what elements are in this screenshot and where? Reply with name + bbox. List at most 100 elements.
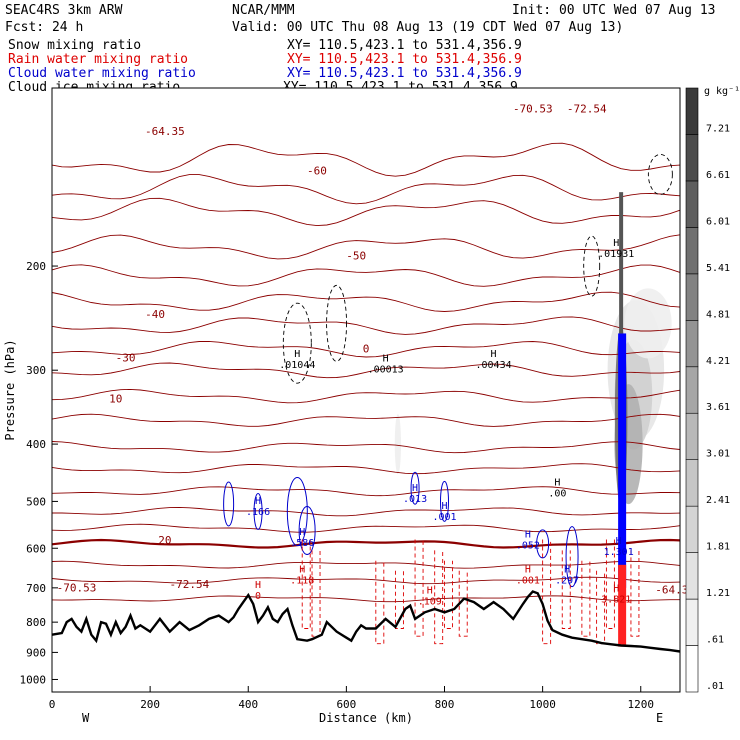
maxima-marker: H (255, 580, 261, 591)
colorbar-level-label: 1.81 (706, 542, 730, 553)
maxima-marker: H (491, 349, 497, 360)
x-tick-label: 400 (238, 698, 258, 711)
isotherm-label: -50 (346, 250, 366, 263)
snow-contour (647, 153, 673, 195)
y-tick-label: 500 (26, 495, 46, 508)
colorbar-level-label: 1.21 (706, 588, 730, 599)
maxima-value: .00013 (368, 364, 404, 375)
maxima-value: 3.821 (601, 594, 631, 605)
cloud-water-contour (298, 506, 316, 556)
isotherm-line (51, 174, 681, 205)
colorbar-level-label: 6.61 (706, 170, 730, 181)
plot-area: -70.53 -72.54 -64.35 -60 -50 -40 -30 0 10 20 -70.5… (20, 87, 695, 711)
maxima-value: .586 (290, 538, 314, 549)
field-cloud-label: Cloud water mixing ratio (8, 66, 196, 81)
init-time: Init: 00 UTC Wed 07 Aug 13 (512, 3, 716, 18)
maxima-value: .297 (555, 576, 579, 587)
colorbar-segment (685, 552, 699, 600)
cloud-water-contour (286, 476, 308, 546)
maxima-value: .01044 (279, 360, 315, 371)
colorbar-segment (685, 320, 699, 368)
maxima-value: .013 (403, 494, 427, 505)
colorbar-segment (685, 645, 699, 693)
forecast-hour: Fcst: 24 h (5, 20, 83, 35)
y-tick-label: 1000 (20, 673, 47, 686)
colorbar-level-label: .61 (706, 635, 724, 646)
cloud-water-contours (223, 471, 579, 588)
ice-column-core (619, 192, 624, 334)
maxima-value: .001 (516, 576, 540, 587)
rain-contour (581, 560, 591, 637)
isotherm-label: -72.54 (170, 578, 210, 591)
rain-contour (596, 570, 606, 645)
valid-time: Valid: 00 UTC Thu 08 Aug 13 (19 CDT Wed … (232, 20, 623, 35)
y-tick-label: 700 (26, 582, 46, 595)
maxima-marker: H (299, 527, 305, 538)
y-tick-label: 900 (26, 646, 46, 659)
colorbar: .01 .61 1.21 1.81 2.41 3.01 3.61 4.21 4.81 5.41 6.… (685, 87, 730, 693)
colorbar-segment (685, 459, 699, 507)
x-end-left: W (82, 711, 90, 725)
model-title: SEAC4RS 3km ARW (5, 3, 123, 18)
isotherm-label: -70.53 (513, 102, 553, 115)
isotherm-line (51, 197, 681, 227)
maxima-marker: H (554, 478, 560, 489)
rain-contour (311, 550, 321, 637)
cloud-water-contour (440, 480, 449, 522)
colorbar-segment (685, 505, 699, 553)
maxima-marker: H (613, 583, 619, 594)
maxima-marker: H (294, 349, 300, 360)
isotherm-line (51, 576, 681, 585)
isotherm-label: -60 (307, 164, 327, 177)
y-tick-label: 200 (26, 260, 46, 273)
colorbar-level-label: 3.01 (706, 449, 730, 460)
isotherm-line (52, 506, 681, 517)
colorbar-level-label: 6.01 (706, 216, 730, 227)
x-axis-ticks: 0 200 400 600 800 1000 1200 (49, 686, 654, 711)
isotherm-line (51, 560, 681, 569)
isotherm-label: 10 (109, 392, 122, 405)
colorbar-segment (685, 227, 699, 275)
isotherm-line (51, 316, 681, 335)
maxima-value: .118 (290, 576, 314, 587)
colorbar-segment (685, 366, 699, 414)
cloud-water-contour (565, 526, 579, 588)
isotherm-label: -40 (145, 308, 165, 321)
isotherm-line (51, 340, 681, 358)
cloud-water-contour (253, 492, 263, 530)
colorbar-level-label: 5.41 (706, 263, 730, 274)
x-tick-label: 200 (140, 698, 160, 711)
maxima-marker: H (616, 536, 622, 547)
colorbar-unit: g kg⁻¹ (704, 86, 740, 97)
rain-contour (605, 539, 615, 629)
isotherm-line (51, 362, 681, 379)
rain-contour (542, 539, 552, 645)
colorbar-segment (685, 180, 699, 228)
snow-contour (282, 302, 312, 384)
isotherm-line (51, 234, 681, 260)
isotherm-line (51, 142, 681, 177)
maxima-value: .01931 (598, 249, 634, 260)
plot-background (52, 88, 680, 692)
isotherm-contours: -70.53 -72.54 -64.35 -60 -50 -40 -30 0 10 20 -70.5… (51, 102, 695, 603)
x-tick-label: 1200 (628, 698, 655, 711)
rain-water-column (618, 564, 627, 647)
maxima-labels: H.01044H.00013H.00434H.00H.01931H.166H.0… (246, 238, 634, 607)
isotherm-line (51, 441, 681, 454)
x-tick-label: 0 (49, 698, 56, 711)
y-tick-label: 600 (26, 542, 46, 555)
field-cloud-xy: XY= 110.5,423.1 to 531.4,356.9 (287, 66, 522, 81)
rain-contour (301, 539, 311, 629)
cloud-water-column (618, 333, 627, 588)
colorbar-level-label: 4.81 (706, 309, 730, 320)
field-snow-label: Snow mixing ratio (8, 38, 141, 53)
rain-water-contours (301, 539, 640, 645)
colorbar-level-label: 3.61 (706, 402, 730, 413)
maxima-marker: H (299, 565, 305, 576)
snow-contour (326, 284, 348, 362)
x-end-right: E (656, 711, 663, 725)
isotherm-label: 0 (363, 342, 370, 355)
isotherm-line (51, 388, 681, 404)
ice-column (618, 192, 627, 647)
